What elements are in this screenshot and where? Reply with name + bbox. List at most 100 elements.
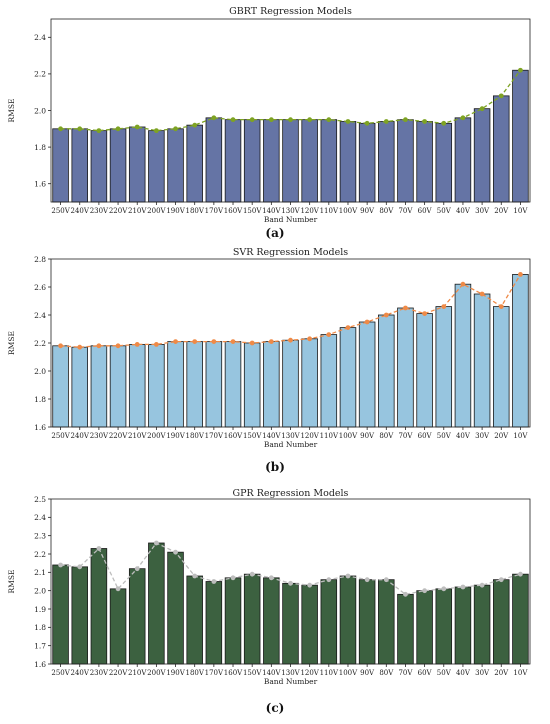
x-tick-label: 80V: [379, 207, 394, 215]
data-point: [345, 119, 351, 124]
bar: [397, 593, 414, 665]
x-tick-label: 30V: [475, 669, 490, 677]
x-tick-label: 180V: [185, 669, 204, 677]
bar: [435, 588, 453, 665]
bar: [473, 584, 491, 665]
data-point: [211, 115, 217, 121]
x-tick-label: 220V: [109, 432, 128, 440]
bar: [454, 117, 472, 203]
x-tick-label: 120V: [300, 207, 319, 215]
bar: [90, 548, 108, 665]
data-point: [383, 119, 389, 124]
data-point: [77, 564, 83, 570]
bar: [90, 345, 108, 428]
bar: [473, 293, 491, 428]
bar: [71, 566, 88, 665]
x-tick-label: 200V: [147, 432, 166, 440]
x-tick-label: 40V: [456, 207, 471, 215]
data-point: [134, 124, 140, 130]
bar: [339, 327, 357, 428]
bar: [378, 121, 395, 203]
data-point: [58, 126, 63, 132]
data-point: [479, 291, 485, 297]
bar: [416, 121, 433, 203]
bar: [205, 341, 223, 428]
x-tick-label: 160V: [224, 207, 243, 215]
x-tick-label: 120V: [300, 669, 319, 677]
bar: [512, 573, 529, 665]
x-tick-label: 210V: [128, 432, 147, 440]
x-tick-label: 90V: [360, 669, 375, 677]
x-tick-label: 40V: [456, 432, 471, 440]
bar: [320, 334, 338, 428]
bar: [263, 119, 280, 203]
bar: [71, 128, 88, 203]
bar: [148, 542, 165, 665]
panel-label: (c): [266, 701, 285, 715]
y-tick-label: 2.0: [34, 106, 46, 115]
bar: [397, 307, 414, 428]
data-point: [460, 115, 466, 121]
y-axis-label: RMSE: [7, 570, 16, 594]
data-point: [345, 325, 351, 330]
y-tick-label: 2.5: [34, 495, 46, 504]
data-point: [230, 117, 236, 123]
data-point: [211, 579, 217, 584]
bar: [243, 119, 261, 203]
data-point: [96, 546, 102, 551]
bar: [378, 314, 395, 428]
y-tick-label: 2.1: [34, 568, 46, 577]
x-tick-label: 250V: [51, 669, 70, 677]
x-tick-label: 230V: [90, 669, 109, 677]
x-tick-label: 130V: [281, 432, 300, 440]
x-tick-label: 150V: [243, 207, 262, 215]
data-point: [153, 540, 159, 546]
x-tick-label: 150V: [243, 669, 262, 677]
data-point: [173, 549, 178, 555]
data-point: [307, 582, 313, 588]
bar: [492, 95, 510, 203]
data-point: [460, 584, 466, 590]
x-tick-label: 170V: [205, 432, 224, 440]
y-tick-label: 1.6: [34, 423, 46, 432]
data-point: [173, 126, 178, 132]
x-tick-label: 220V: [109, 207, 128, 215]
x-tick-label: 60V: [418, 669, 433, 677]
data-point: [268, 117, 274, 123]
bar: [358, 122, 376, 203]
x-tick-label: 220V: [109, 669, 128, 677]
x-tick-label: 20V: [494, 432, 509, 440]
data-point: [498, 93, 504, 99]
x-tick-label: 100V: [339, 432, 358, 440]
data-point: [77, 126, 83, 132]
bar: [167, 128, 184, 203]
bar: [358, 579, 376, 665]
data-point: [518, 67, 523, 73]
y-tick-label: 2.3: [34, 531, 46, 540]
x-tick-label: 90V: [360, 432, 375, 440]
data-point: [307, 117, 313, 123]
x-tick-label: 210V: [128, 669, 147, 677]
x-tick-label: 160V: [224, 432, 243, 440]
data-point: [479, 106, 485, 112]
x-tick-label: 150V: [243, 432, 262, 440]
y-tick-label: 2.4: [34, 311, 46, 320]
chart-title: GBRT Regression Models: [229, 6, 352, 17]
data-point: [192, 339, 198, 344]
bar: [416, 590, 433, 665]
data-point: [518, 571, 523, 577]
x-tick-label: 80V: [379, 432, 394, 440]
bar: [128, 343, 146, 428]
x-tick-label: 180V: [185, 207, 204, 215]
data-point: [268, 575, 274, 581]
bar: [301, 338, 318, 428]
data-point: [364, 577, 370, 583]
bar: [339, 575, 357, 665]
x-axis-label: Band Number: [264, 677, 318, 686]
bar: [320, 119, 338, 203]
x-tick-label: 240V: [71, 669, 90, 677]
bar: [282, 339, 299, 428]
data-point: [115, 126, 121, 132]
x-tick-label: 170V: [205, 207, 224, 215]
